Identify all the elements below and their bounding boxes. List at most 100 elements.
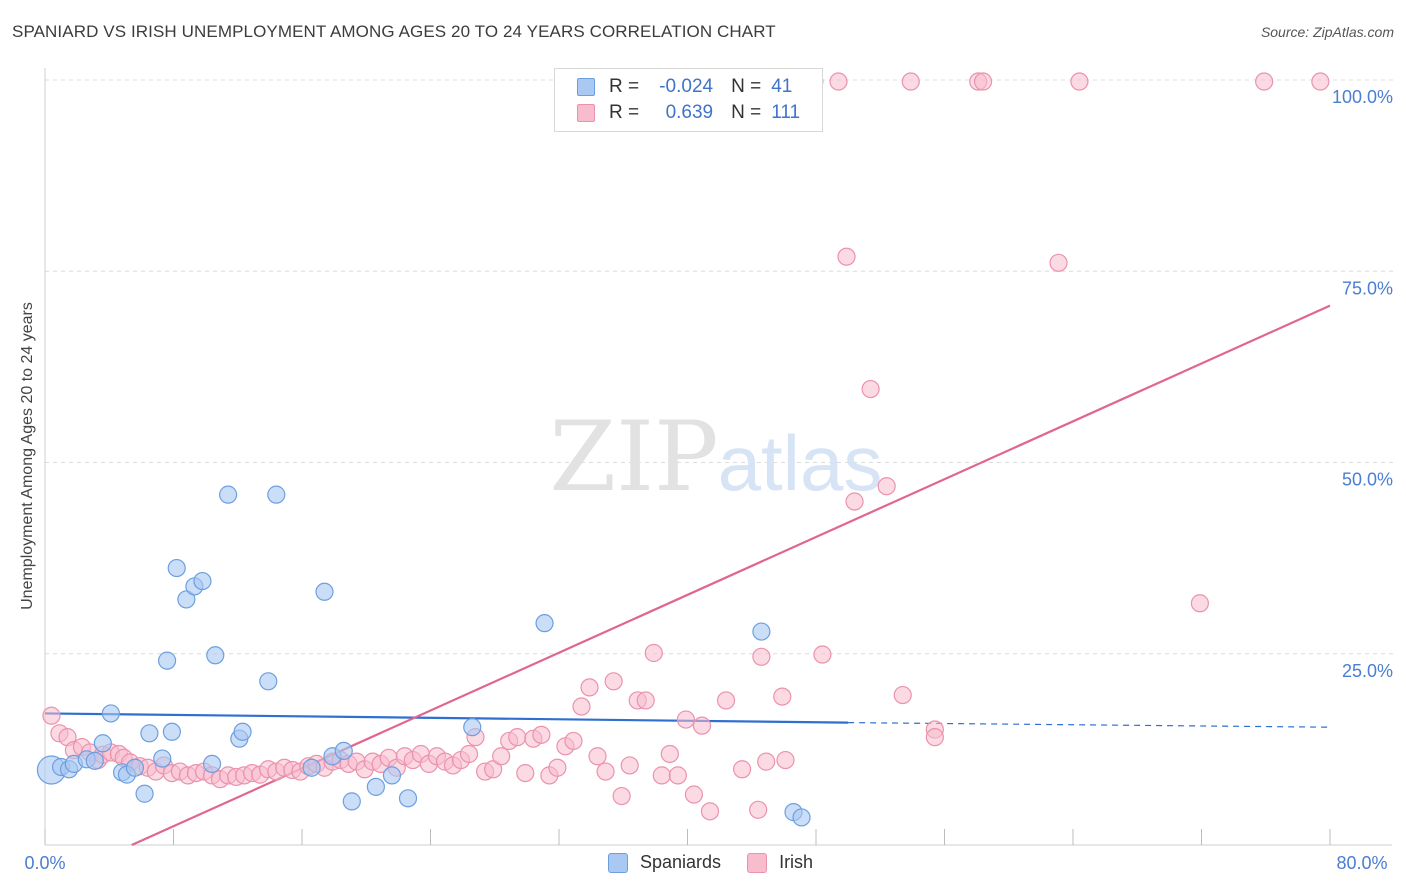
spaniards-point xyxy=(193,571,212,591)
spaniards-point xyxy=(792,808,811,827)
irish-point xyxy=(620,756,639,775)
r-label: R = xyxy=(609,76,640,97)
irish-point xyxy=(596,762,615,781)
irish-point xyxy=(877,477,896,496)
x-tick-label-min: 0.0% xyxy=(24,853,65,873)
irish-r-value: 0.639 xyxy=(665,102,714,123)
irish-point xyxy=(700,802,720,821)
spaniards-point xyxy=(382,766,402,785)
irish-point xyxy=(676,710,695,729)
source-note: Source: ZipAtlas.com xyxy=(1260,24,1394,40)
chart-title: SPANIARD VS IRISH UNEMPLOYMENT AMONG AGE… xyxy=(12,22,776,41)
watermark-zip: ZIP xyxy=(549,401,718,513)
spaniards-points xyxy=(36,485,811,827)
irish-point xyxy=(484,760,503,779)
irish-point xyxy=(925,728,944,747)
spaniards-point xyxy=(167,558,186,578)
irish-point xyxy=(692,716,712,735)
spaniards-point xyxy=(85,751,104,770)
y-tick-label: 25.0% xyxy=(1342,661,1393,681)
spaniards-point xyxy=(219,485,238,504)
irish-point xyxy=(684,785,704,804)
irish-point xyxy=(668,766,687,785)
irish-point xyxy=(1255,72,1274,91)
watermark: ZIP atlas xyxy=(549,401,882,513)
irish-point xyxy=(660,744,679,764)
spaniards-point xyxy=(233,722,252,741)
r-label: R = xyxy=(609,102,640,123)
irish-point xyxy=(829,72,848,91)
tick-labels: 100.0% 75.0% 50.0% 25.0% 0.0% 80.0% xyxy=(24,87,1393,873)
irish-point xyxy=(733,760,752,779)
spaniards-point xyxy=(202,754,222,774)
watermark-atlas: atlas xyxy=(718,419,883,507)
legend-row-spaniards: R = -0.024 N = 41 xyxy=(577,75,792,99)
irish-point xyxy=(845,492,864,511)
y-tick-label: 75.0% xyxy=(1342,278,1393,298)
spaniards-point xyxy=(463,718,482,737)
legend-row-irish: R = 0.639 N = 111 xyxy=(577,101,800,125)
spaniards-swatch xyxy=(577,78,595,96)
irish-point xyxy=(1049,253,1068,272)
x-tick-label-max: 80.0% xyxy=(1336,853,1387,873)
y-tick-label: 50.0% xyxy=(1342,470,1393,490)
legend-spaniards-label: Spaniards xyxy=(640,852,722,872)
stats-legend: R = -0.024 N = 41 R = 0.639 N = 111 xyxy=(554,68,823,132)
spaniards-point xyxy=(267,485,286,504)
irish-point xyxy=(508,728,527,747)
spaniards-point xyxy=(177,590,196,609)
irish-point xyxy=(861,379,880,399)
spaniards-point xyxy=(93,734,112,753)
irish-point xyxy=(773,687,792,706)
irish-point xyxy=(1070,72,1089,91)
spaniards-trend-line xyxy=(44,712,849,724)
irish-point xyxy=(716,691,736,710)
irish-point xyxy=(1311,72,1330,91)
irish-point xyxy=(813,645,832,664)
irish-n-value: 111 xyxy=(771,102,801,123)
spaniards-point xyxy=(398,789,418,808)
irish-point xyxy=(837,247,856,266)
spaniards-point xyxy=(302,758,321,777)
legend-item-spaniards[interactable]: Spaniards xyxy=(608,852,721,873)
spaniards-point xyxy=(153,749,172,768)
n-label: N = xyxy=(731,102,762,123)
irish-point xyxy=(652,766,671,785)
spaniards-point xyxy=(366,777,385,796)
irish-point xyxy=(636,691,655,710)
spaniards-point xyxy=(101,704,120,723)
spaniards-point xyxy=(752,622,771,641)
irish-point xyxy=(604,672,623,691)
series-legend: Spaniards Irish xyxy=(608,852,839,873)
spaniards-point xyxy=(535,614,554,633)
spaniards-point xyxy=(334,741,353,761)
irish-swatch xyxy=(577,104,595,122)
irish-point xyxy=(548,758,567,777)
irish-point xyxy=(588,747,607,766)
irish-point xyxy=(459,744,479,764)
spaniards-r-value: -0.024 xyxy=(659,76,714,97)
spaniards-legend-swatch xyxy=(608,852,628,873)
irish-legend-swatch xyxy=(747,852,768,873)
irish-point xyxy=(532,725,551,744)
spaniards-point xyxy=(140,724,159,743)
legend-irish-label: Irish xyxy=(779,852,814,872)
spaniards-trend-extension xyxy=(848,722,1331,728)
irish-point xyxy=(749,800,768,819)
spaniards-n-value: 41 xyxy=(771,76,793,97)
irish-point xyxy=(1190,594,1209,613)
irish-point xyxy=(901,72,920,91)
irish-point xyxy=(492,747,511,766)
irish-point xyxy=(42,706,61,725)
irish-point xyxy=(516,763,535,783)
legend-item-irish[interactable]: Irish xyxy=(747,852,813,873)
irish-point xyxy=(644,643,663,663)
n-label: N = xyxy=(731,76,762,97)
spaniards-point xyxy=(157,651,177,670)
spaniards-point xyxy=(162,722,181,741)
irish-point xyxy=(973,72,993,91)
irish-point xyxy=(612,786,631,806)
irish-point xyxy=(752,647,771,666)
irish-point xyxy=(580,678,599,697)
